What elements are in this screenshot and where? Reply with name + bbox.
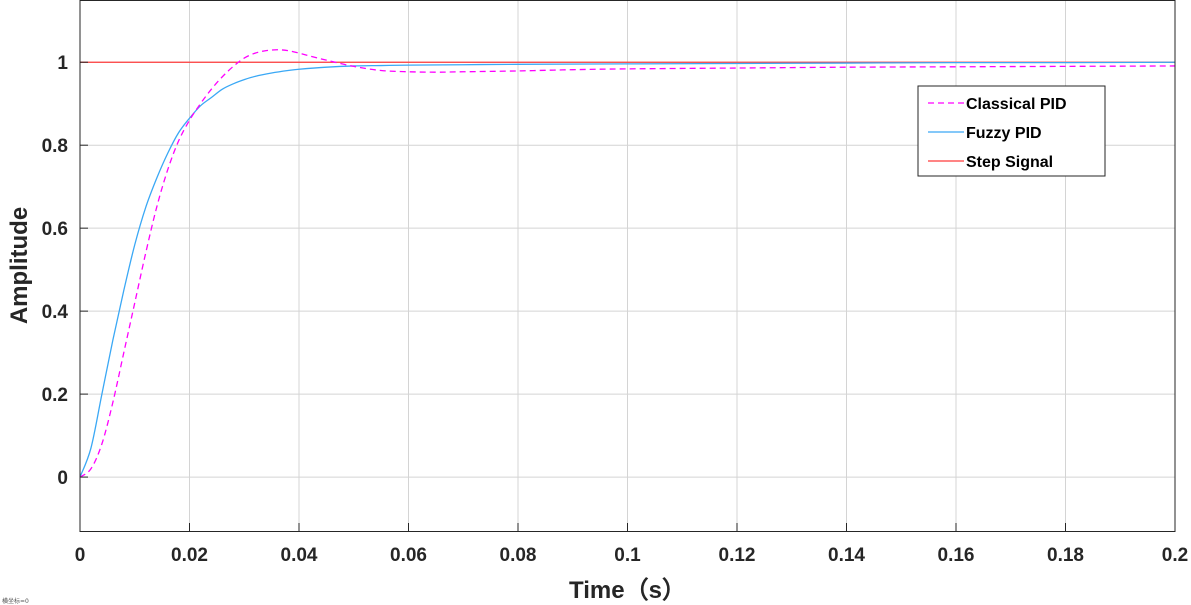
x-axis-label: Time（s） xyxy=(569,577,686,604)
x-tick-label: 0.12 xyxy=(719,545,756,566)
x-tick-label: 0.06 xyxy=(390,545,427,566)
plot-frame xyxy=(79,0,1176,532)
y-tick-label: 0.4 xyxy=(42,302,69,323)
x-tick-label: 0.04 xyxy=(281,545,318,566)
series-line-classical-pid xyxy=(79,49,1176,478)
y-tick-label: 0.6 xyxy=(42,219,68,240)
x-tick-label: 0.02 xyxy=(171,545,208,566)
legend-label-classical-pid: Classical PID xyxy=(966,96,1067,113)
x-tick-label: 0.08 xyxy=(500,545,537,566)
y-tick-label: 0.2 xyxy=(42,385,68,406)
x-tick-label: 0.18 xyxy=(1047,545,1084,566)
y-axis-label: Amplitude xyxy=(6,207,33,324)
x-tick-label: 0.2 xyxy=(1162,545,1188,566)
y-tick-label: 0.8 xyxy=(42,136,68,157)
legend-label-fuzzy-pid: Fuzzy PID xyxy=(966,125,1042,142)
x-tick-label: 0.16 xyxy=(938,545,975,566)
plot-lines xyxy=(79,49,1176,478)
legend-label-step-signal: Step Signal xyxy=(966,154,1053,171)
tick-labels: 0 0.02 0.04 0.06 0.08 0.1 0.12 0.14 0.16 0.18 0.2 0… xyxy=(42,53,1189,566)
y-tick-label: 0 xyxy=(57,468,68,489)
x-tick-label: 0.1 xyxy=(614,545,641,566)
legend: Classical PID Fuzzy PID Step Signal xyxy=(917,85,1106,177)
x-tick-label: 0 xyxy=(75,545,86,566)
series-line-fuzzy-pid xyxy=(79,61,1176,478)
footer-note: 横坐标=0 xyxy=(2,598,29,605)
x-tick-label: 0.14 xyxy=(828,545,865,566)
y-tick-label: 1 xyxy=(57,53,68,74)
